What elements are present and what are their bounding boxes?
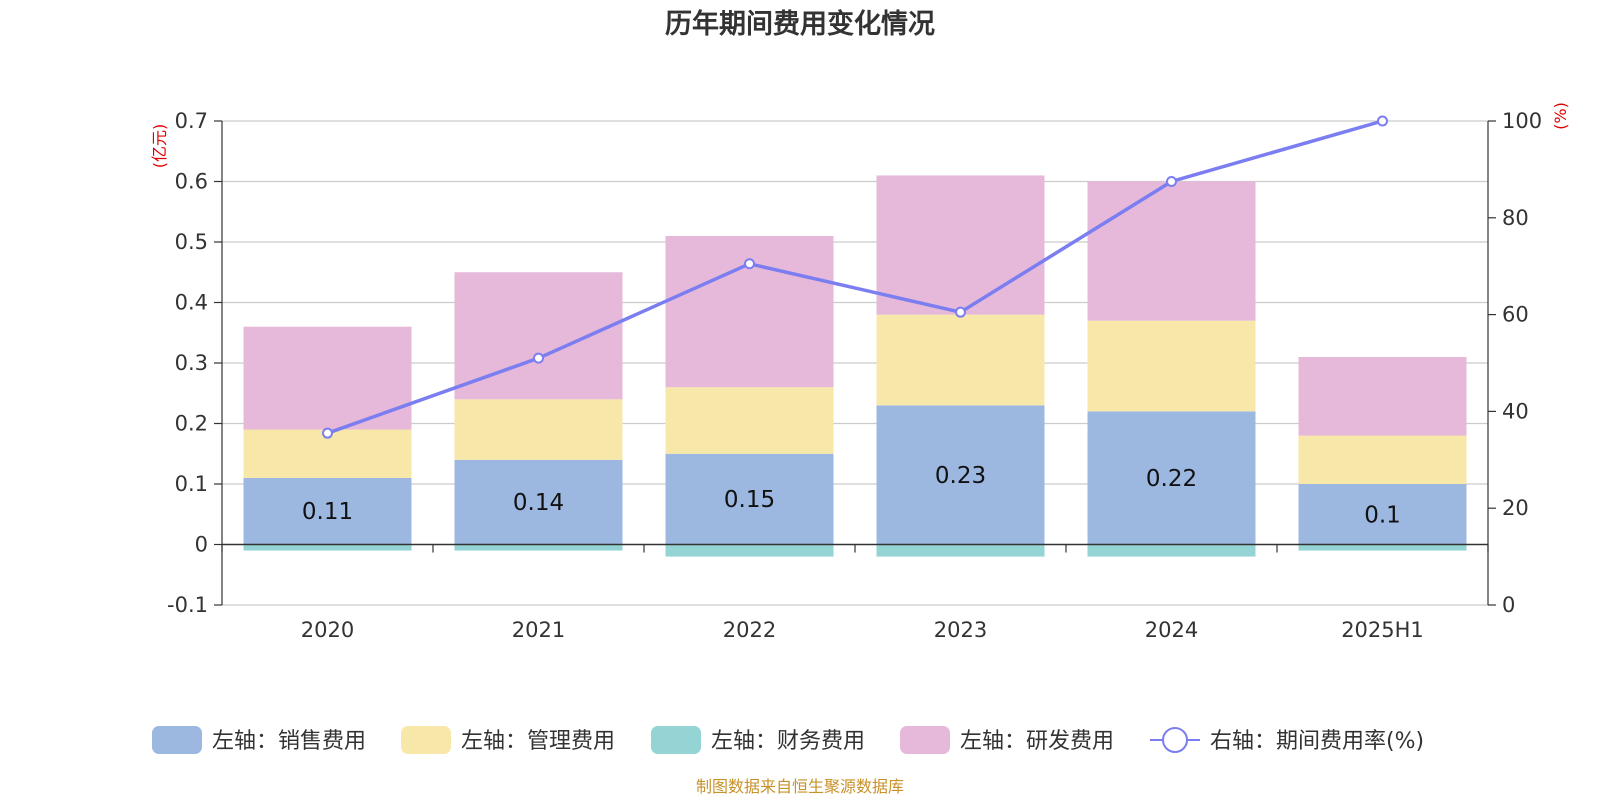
sales-data-label: 0.11 — [302, 499, 353, 525]
rate-line-group — [322, 115, 1388, 439]
bar-rd — [1298, 356, 1467, 436]
right-tick-label: 0 — [1502, 593, 1515, 617]
bar-admin — [665, 387, 834, 454]
sales-data-label: 0.23 — [935, 463, 986, 489]
x-tick-label: 2024 — [1145, 618, 1198, 642]
bar-finance — [243, 544, 412, 551]
bar-admin — [876, 314, 1045, 406]
left-tick-label: 0.7 — [175, 109, 208, 133]
bar-finance — [1298, 544, 1467, 551]
right-axis-unit: (%) — [1551, 102, 1570, 130]
bar-rd — [1087, 181, 1256, 321]
left-tick-label: 0.6 — [175, 170, 208, 194]
legend-marker-rate — [1162, 727, 1188, 753]
rate-point — [1166, 176, 1177, 187]
data-labels-group: 0.11 0.14 0.15 0.23 0.22 0.1 — [302, 463, 1401, 528]
legend-swatch-rd — [900, 726, 950, 754]
right-tick-label: 20 — [1502, 496, 1529, 520]
legend-label-sales: 左轴：销售费用 — [212, 729, 366, 754]
x-tick-label: 2025H1 — [1341, 618, 1424, 642]
bar-sales — [665, 453, 834, 545]
chart-title: 历年期间费用变化情况 — [665, 8, 935, 40]
bar-finance — [454, 544, 623, 551]
sales-data-label: 0.15 — [724, 487, 775, 513]
sales-data-label: 0.14 — [513, 490, 564, 516]
sales-data-label: 0.22 — [1146, 466, 1197, 492]
legend-label-admin: 左轴：管理费用 — [461, 729, 615, 754]
axes-group: 0.7 0.6 0.5 0.4 0.3 0.2 0.1 0 -0.1 100 80 60 40 20 0 20… — [167, 109, 1542, 642]
rate-point — [744, 258, 755, 270]
left-tick-label: 0.4 — [175, 291, 208, 315]
bar-finance — [876, 544, 1045, 557]
bar-sales — [243, 477, 412, 545]
left-tick-label: 0.2 — [175, 412, 208, 436]
right-tick-label: 40 — [1502, 399, 1529, 423]
legend-label-rate_line: 右轴：期间费用率(%) — [1210, 729, 1424, 754]
bar-finance — [665, 544, 834, 557]
x-tick-label: 2023 — [934, 618, 987, 642]
bar-admin — [454, 399, 623, 460]
bar-sales — [1298, 484, 1467, 545]
right-tick-label: 60 — [1502, 303, 1529, 327]
bars-group — [243, 175, 1467, 557]
x-tick-label: 2020 — [301, 618, 354, 642]
rate-line — [326, 119, 1383, 435]
bar-sales — [1087, 411, 1256, 545]
bar-rd — [876, 175, 1045, 315]
legend: 左轴：销售费用 左轴：管理费用 左轴：财务费用 左轴：研发费用 右轴：期间费用率(%) — [152, 726, 1424, 754]
legend-label-rd: 左轴：研发费用 — [960, 729, 1114, 754]
bar-finance — [1087, 544, 1256, 557]
x-tick-label: 2022 — [723, 618, 776, 642]
bar-admin — [1298, 435, 1467, 484]
legend-swatch-finance — [651, 726, 701, 754]
grid-lines — [222, 120, 1488, 606]
left-axis-unit: (亿元) — [150, 124, 169, 169]
bar-admin — [1087, 320, 1256, 412]
bar-sales — [876, 405, 1045, 545]
rate-point — [1377, 115, 1388, 127]
left-tick-label: 0.1 — [175, 472, 208, 496]
bar-sales — [454, 459, 623, 545]
source-note: 制图数据来自恒生聚源数据库 — [696, 777, 904, 796]
sales-data-label: 0.1 — [1364, 502, 1401, 528]
x-tick-label: 2021 — [512, 618, 565, 642]
rate-point — [955, 306, 966, 318]
legend-swatch-admin — [401, 726, 451, 754]
right-tick-label: 100 — [1502, 109, 1542, 133]
rate-point — [533, 352, 544, 364]
left-tick-label: -0.1 — [167, 593, 208, 617]
left-tick-label: 0 — [195, 533, 208, 557]
rate-point — [322, 427, 333, 439]
left-tick-label: 0.5 — [175, 230, 208, 254]
left-tick-label: 0.3 — [175, 351, 208, 375]
legend-label-finance: 左轴：财务费用 — [711, 729, 865, 754]
right-tick-label: 80 — [1502, 206, 1529, 230]
legend-swatch-sales — [152, 726, 202, 754]
